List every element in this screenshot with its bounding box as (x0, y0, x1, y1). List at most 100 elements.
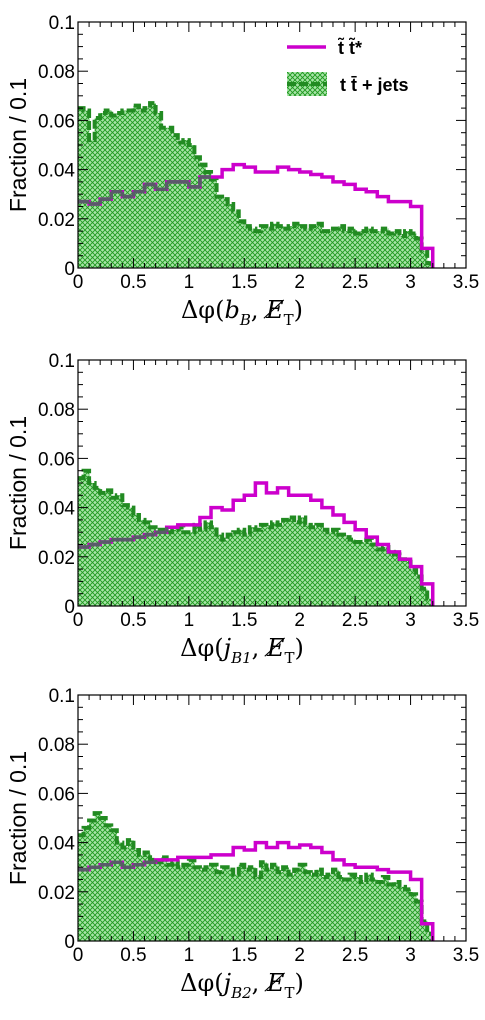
background-bar (161, 529, 167, 606)
x-tick-label: 1.5 (231, 610, 257, 631)
x-tick-label: 3 (405, 610, 416, 631)
background-bar (116, 842, 123, 941)
background-bar (266, 527, 273, 606)
background-bar (427, 263, 434, 268)
background-bar (183, 532, 190, 606)
x-axis-label-sep: , (252, 634, 267, 662)
background-bar (272, 522, 278, 606)
background-bar (177, 867, 184, 941)
background-bar (399, 559, 406, 606)
background-bar (78, 478, 84, 606)
background-bar (249, 867, 256, 941)
background-bar (299, 864, 306, 941)
background-bar (272, 223, 278, 268)
y-tick-label: 0.08 (38, 62, 75, 83)
background-bar (344, 879, 350, 941)
background-bar (233, 874, 240, 941)
y-tick-label: 0.04 (38, 834, 75, 855)
background-bar (172, 529, 179, 606)
background-bar (277, 524, 284, 606)
background-bar (355, 877, 361, 941)
background-bar (338, 877, 345, 941)
background-bar (222, 867, 228, 941)
background-bar (199, 869, 206, 941)
y-tick-label: 0.02 (38, 883, 75, 904)
background-bar (421, 588, 428, 606)
background-bar (194, 157, 201, 268)
background-bar (105, 490, 112, 606)
x-tick-label: 2.5 (342, 610, 368, 631)
background-bar (177, 527, 184, 606)
x-axis-label-sub: B (239, 311, 251, 329)
background-bar (388, 551, 395, 606)
background-bar (405, 561, 411, 606)
plot-area (78, 811, 435, 941)
background-bar (371, 879, 378, 941)
background-bar (332, 228, 339, 268)
background-bar (355, 233, 361, 268)
background-bar (371, 231, 378, 268)
y-tick-label: 0 (64, 597, 75, 618)
x-axis-label-sub: B1 (230, 649, 252, 667)
background-bar (100, 492, 107, 606)
background-bar (360, 542, 367, 606)
y-tick-label: 0.1 (49, 351, 75, 372)
background-bar (94, 813, 101, 941)
background-bar (166, 127, 173, 268)
x-axis-label-met: E̸ (263, 969, 285, 997)
background-bar (216, 872, 223, 941)
background-bar (183, 864, 190, 941)
background-bar (127, 110, 134, 268)
x-axis-label: Δφ(jB1, E̸T) (180, 634, 304, 667)
background-bar (133, 105, 140, 268)
background-bar (360, 231, 367, 268)
x-tick-label: 2 (294, 272, 305, 293)
background-bar (344, 537, 350, 606)
background-bar (405, 231, 411, 268)
y-tick-label: 0.06 (38, 111, 75, 132)
background-bar (266, 228, 273, 268)
background-bar (294, 522, 301, 606)
background-bar (144, 522, 151, 606)
background-bar (133, 514, 140, 606)
background-bar (277, 872, 284, 941)
background-bar (238, 864, 245, 941)
background-bar (283, 867, 289, 941)
background-bar (205, 172, 212, 268)
background-bar (288, 226, 295, 268)
background-bar (338, 226, 345, 268)
background-bar (393, 881, 400, 941)
background-bar (388, 233, 395, 268)
background-bar (144, 852, 151, 941)
background-bar (133, 849, 140, 941)
background-bar (416, 901, 422, 941)
background-bar (194, 867, 201, 941)
y-tick-label: 0 (64, 259, 75, 280)
y-axis-label: Fraction / 0.1 (5, 416, 31, 550)
y-tick-label: 0.06 (38, 784, 75, 805)
background-bar (305, 228, 312, 268)
x-tick-label: 0 (73, 272, 84, 293)
background-bar (222, 539, 228, 606)
x-tick-label: 3 (405, 272, 416, 293)
background-bar (349, 539, 356, 606)
y-tick-label: 0.1 (49, 13, 75, 34)
background-bar (410, 233, 417, 268)
y-tick-label: 0.08 (38, 735, 75, 756)
background-bar (416, 576, 422, 606)
y-tick-label: 0.02 (38, 548, 75, 569)
background-bar (305, 524, 312, 606)
background-bar (310, 226, 317, 268)
background-bar (233, 211, 240, 268)
signal-overlap-line (78, 527, 169, 549)
y-tick-label: 0.1 (49, 686, 75, 707)
background-bar (344, 231, 350, 268)
background-bar (244, 534, 251, 606)
background-bar (355, 542, 361, 606)
x-axis-label: Δφ(jB2, E̸T) (180, 969, 304, 1002)
x-axis-label-suffix: ) (294, 634, 303, 662)
background-outline (78, 101, 433, 266)
background-bar (393, 554, 400, 606)
x-axis-label-met-sub: T (284, 984, 294, 1002)
plot-area (78, 468, 435, 606)
